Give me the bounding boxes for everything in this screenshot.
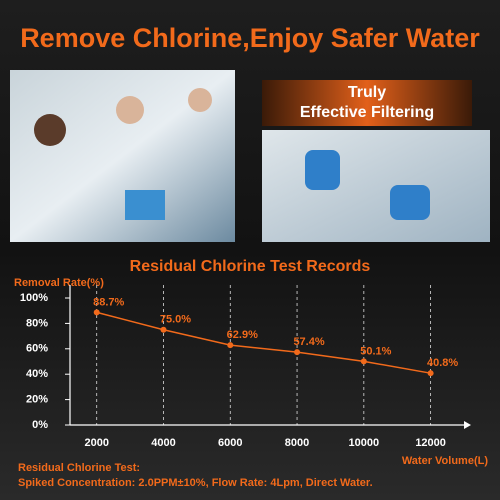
page-title: Remove Chlorine,Enjoy Safer Water xyxy=(20,23,480,53)
data-label: 88.7% xyxy=(93,296,124,308)
data-point xyxy=(93,309,100,316)
data-point xyxy=(160,326,167,333)
x-tick-label: 6000 xyxy=(218,437,242,449)
y-axis-label: Removal Rate(%) xyxy=(14,277,104,289)
x-axis-arrow xyxy=(464,421,471,429)
photo-figure xyxy=(188,88,212,112)
data-point xyxy=(360,358,367,365)
photo-glove xyxy=(125,190,165,220)
x-tick-label: 4000 xyxy=(151,437,175,449)
data-label: 62.9% xyxy=(227,329,258,341)
chart-title: Residual Chlorine Test Records xyxy=(130,258,371,275)
photo-figure xyxy=(34,114,66,146)
badge-text: Truly xyxy=(348,84,386,101)
test-photo xyxy=(262,130,490,242)
photo-glove xyxy=(390,185,430,220)
x-tick-label: 10000 xyxy=(349,437,380,449)
data-point xyxy=(427,370,434,377)
photo-figure xyxy=(116,96,144,124)
y-tick-label: 100% xyxy=(20,292,48,304)
data-label: 40.8% xyxy=(427,357,458,369)
x-tick-label: 8000 xyxy=(285,437,309,449)
x-axis-label: Water Volume(L) xyxy=(402,455,489,467)
y-tick-label: 20% xyxy=(26,394,48,406)
data-line xyxy=(96,311,431,374)
chart: Residual Chlorine Test Records Removal Ra… xyxy=(14,258,488,489)
y-tick-label: 40% xyxy=(26,368,48,380)
photo-glove xyxy=(305,150,340,190)
data-label: 75.0% xyxy=(160,314,191,326)
x-tick-label: 12000 xyxy=(415,437,446,449)
badge-text: Effective Filtering xyxy=(300,104,434,121)
x-tick-label: 2000 xyxy=(84,437,108,449)
data-point xyxy=(294,349,301,356)
y-tick-label: 60% xyxy=(26,343,48,355)
data-point xyxy=(227,342,234,349)
footnote: Spiked Concentration: 2.0PPM±10%, Flow R… xyxy=(18,477,373,489)
footnote: Residual Chlorine Test: xyxy=(18,462,140,474)
data-label: 50.1% xyxy=(360,345,391,357)
data-label: 57.4% xyxy=(293,336,324,348)
y-tick-label: 80% xyxy=(26,317,48,329)
y-tick-label: 0% xyxy=(32,419,48,431)
badge xyxy=(262,80,472,126)
